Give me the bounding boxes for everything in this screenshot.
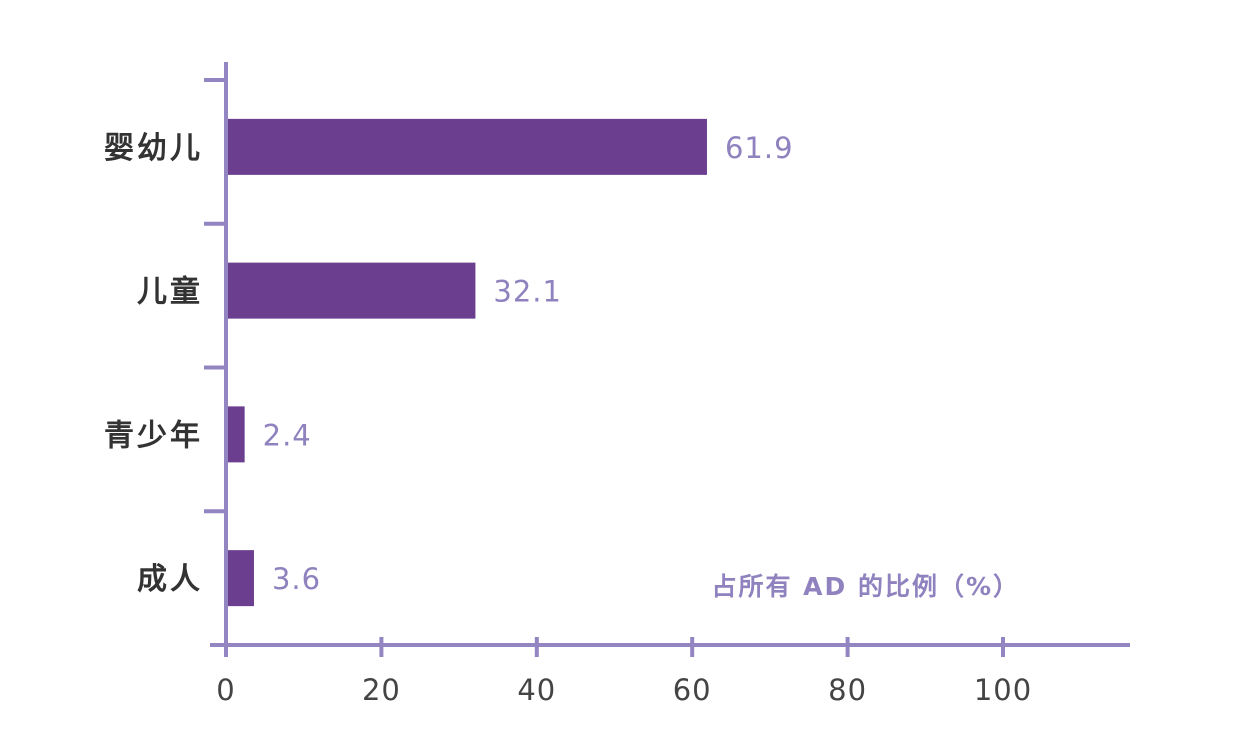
x-tick-label-0: 0	[216, 673, 235, 707]
value-label-2: 2.4	[263, 418, 312, 452]
x-tick-label-1: 20	[362, 673, 401, 707]
category-label-1: 儿童	[137, 275, 203, 310]
value-label-1: 32.1	[493, 275, 562, 309]
labels-layer: 61.9 婴幼儿 32.1 儿童 2.4 青少年 3.6 成人 0 20 40 60 80 100	[104, 131, 1032, 707]
x-tick-label-5: 100	[974, 673, 1032, 707]
value-label-3: 3.6	[272, 562, 321, 596]
axes-layer	[204, 62, 1130, 657]
x-tick-label-3: 60	[673, 673, 712, 707]
bar-0	[226, 118, 707, 175]
bar-3	[226, 550, 254, 607]
value-label-0: 61.9	[725, 131, 794, 165]
bars-layer	[226, 118, 707, 607]
category-label-2: 青少年	[104, 418, 203, 453]
x-tick-label-4: 80	[828, 673, 867, 707]
x-axis-title: 占所有 AD 的比例（%）	[711, 572, 1020, 601]
category-label-0: 婴幼儿	[104, 131, 203, 166]
x-tick-label-2: 40	[517, 673, 556, 707]
bar-1	[226, 262, 476, 319]
bar-2	[226, 406, 245, 463]
category-label-3: 成人	[137, 562, 203, 597]
